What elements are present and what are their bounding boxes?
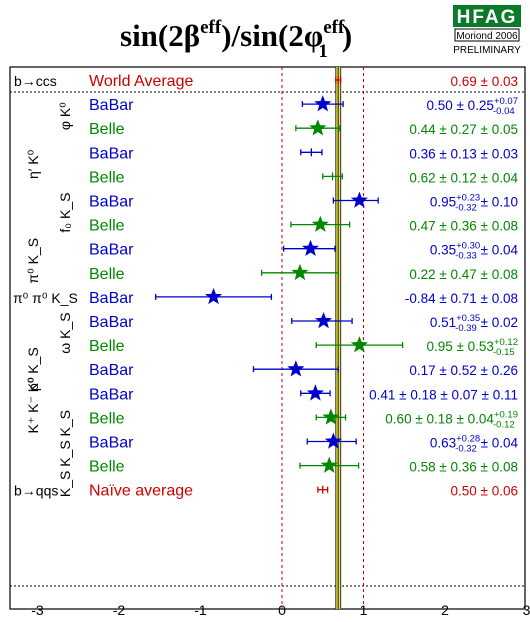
chart-title: sin(2βeff)/sin(2φeff 1)	[120, 17, 352, 62]
value-label: 0.22 ± 0.47 ± 0.08	[409, 267, 518, 282]
value-label: 0.62 ± 0.12 ± 0.04	[409, 170, 518, 185]
x-tick-label: 1	[360, 602, 368, 618]
experiment-label: Belle	[89, 459, 125, 476]
experiment-label: Belle	[89, 121, 125, 138]
measurement-row: BaBar 0.51+0.35 -0.39 ± 0.02	[89, 312, 518, 334]
experiment-label: Belle	[89, 218, 125, 235]
data-point-star	[306, 384, 324, 401]
group-label-phik0: φ K⁰	[57, 102, 73, 130]
measurement-row: BaBar -0.84 ± 0.71 ± 0.08	[89, 287, 518, 307]
group-label-pi0ks: π⁰ K_S	[25, 238, 41, 284]
value-label: 0.44 ± 0.27 ± 0.05	[409, 122, 518, 137]
x-tick-label: -3	[31, 602, 44, 618]
value-label: 0.95 ± 0.53+0.12 -0.15	[426, 337, 518, 358]
data-point-star	[287, 360, 305, 377]
data-point-star	[301, 239, 320, 256]
value-label: 0.69 ± 0.03	[451, 74, 518, 89]
group-label-rho0ks: ρ⁰ K_S	[25, 347, 41, 391]
x-tick-label: -2	[113, 602, 126, 618]
x-tick-label: 0	[278, 602, 286, 618]
experiment-label: BaBar	[89, 145, 134, 162]
data-point-star	[322, 408, 340, 425]
value-label: 0.50 ± 0.06	[451, 484, 518, 499]
group-label-f0ks: f₀ K_S	[57, 193, 73, 233]
experiment-label: Naïve average	[89, 483, 193, 500]
hfag-logo-name: HFAG	[457, 7, 518, 28]
value-label: 0.95+0.23 -0.32 ± 0.10	[430, 193, 518, 214]
group-label-bqqs: b→qqs	[14, 483, 58, 499]
data-point-star	[315, 312, 333, 329]
x-tick-label: 2	[441, 602, 449, 618]
value-label: 0.63+0.28 -0.32 ± 0.04	[430, 434, 519, 455]
value-label: -0.84 ± 0.71 ± 0.08	[405, 291, 518, 306]
data-point-star	[350, 336, 368, 353]
hfag-logo-status: PRELIMINARY	[453, 45, 521, 56]
data-point-star	[309, 119, 327, 136]
data-point-star	[204, 287, 223, 305]
data-point-star	[324, 432, 342, 449]
data-point-star	[311, 215, 329, 232]
value-label: 0.50 ± 0.25+0.07 -0.04	[426, 96, 518, 117]
experiment-label: Belle	[89, 410, 125, 427]
experiment-label: BaBar	[89, 242, 134, 259]
group-label-kkk0: K⁺ K⁻ K⁰	[25, 377, 41, 434]
experiment-label: BaBar	[89, 435, 134, 452]
experiment-label: Belle	[89, 266, 125, 283]
group-label-omegaks: ω K_S	[57, 312, 73, 353]
x-tick-label: 3	[523, 602, 530, 618]
experiment-label: BaBar	[89, 386, 134, 403]
measurement-row: Naïve average 0.50 ± 0.06	[89, 483, 518, 500]
measurement-row: BaBar 0.50 ± 0.25+0.07 -0.04	[89, 95, 518, 117]
experiment-label: BaBar	[89, 194, 134, 211]
experiment-label: BaBar	[89, 362, 134, 379]
hfag-logo: HFAG Moriond 2006 PRELIMINARY	[453, 5, 521, 56]
experiment-label: BaBar	[89, 314, 134, 331]
experiment-label: BaBar	[89, 290, 134, 307]
measurement-row: BaBar 0.63+0.28 -0.32 ± 0.04	[89, 432, 519, 455]
value-label: 0.41 ± 0.18 ± 0.07 ± 0.11	[369, 387, 518, 402]
experiment-label: BaBar	[89, 97, 134, 114]
measurement-row: BaBar 0.36 ± 0.13 ± 0.03	[89, 145, 518, 162]
group-label-ksksks: K_S K_S K_S	[57, 410, 73, 497]
hfag-logo-sub: Moriond 2006	[456, 31, 518, 42]
value-label: 0.36 ± 0.13 ± 0.03	[409, 146, 518, 161]
measurement-row: Belle 0.58 ± 0.36 ± 0.08	[89, 456, 518, 476]
value-label: 0.60 ± 0.18 ± 0.04+0.19 -0.12	[385, 409, 518, 430]
measurement-row: Belle 0.22 ± 0.47 ± 0.08	[89, 263, 518, 283]
measurement-row: Belle 0.47 ± 0.36 ± 0.08	[89, 215, 518, 235]
experiment-label: World Average	[89, 73, 193, 90]
data-point-star	[320, 456, 338, 473]
value-label: 0.47 ± 0.36 ± 0.08	[409, 219, 518, 234]
measurement-row: Belle 0.95 ± 0.53+0.12 -0.15	[89, 336, 518, 358]
measurement-row: World Average 0.69 ± 0.03	[89, 73, 518, 90]
experiment-label: Belle	[89, 169, 125, 186]
value-label: 0.58 ± 0.36 ± 0.08	[409, 460, 518, 475]
value-label: 0.17 ± 0.52 ± 0.26	[409, 363, 518, 378]
x-tick-label: -1	[194, 602, 207, 618]
measurement-row: Belle 0.62 ± 0.12 ± 0.04	[89, 169, 518, 186]
value-label: 0.51+0.35 -0.39 ± 0.02	[430, 313, 518, 334]
measurement-row: BaBar 0.41 ± 0.18 ± 0.07 ± 0.11	[89, 384, 518, 403]
group-label-etapk0: η′ K⁰	[25, 149, 41, 179]
plot-frame	[9, 66, 526, 610]
value-label: 0.35+0.30 -0.33 ± 0.04	[430, 241, 519, 262]
hfag-logo-sub-box	[454, 28, 520, 42]
group-label-bccs: b→ccs	[14, 73, 57, 89]
group-label-pi0pi0ks: π⁰ π⁰ K_S	[13, 290, 78, 306]
experiment-label: Belle	[89, 338, 125, 355]
measurement-row: Belle 0.60 ± 0.18 ± 0.04+0.19 -0.12	[89, 408, 518, 430]
hfag-logo-box	[453, 5, 521, 27]
measurement-row: BaBar 0.95+0.23 -0.32 ± 0.10	[89, 191, 518, 214]
measurement-row: BaBar 0.35+0.30 -0.33 ± 0.04	[89, 239, 519, 262]
measurement-row: Belle 0.44 ± 0.27 ± 0.05	[89, 119, 518, 138]
data-point-star	[314, 95, 332, 112]
data-point-star	[291, 263, 309, 281]
measurement-row: BaBar 0.17 ± 0.52 ± 0.26	[89, 360, 518, 379]
data-point-star	[350, 191, 368, 208]
